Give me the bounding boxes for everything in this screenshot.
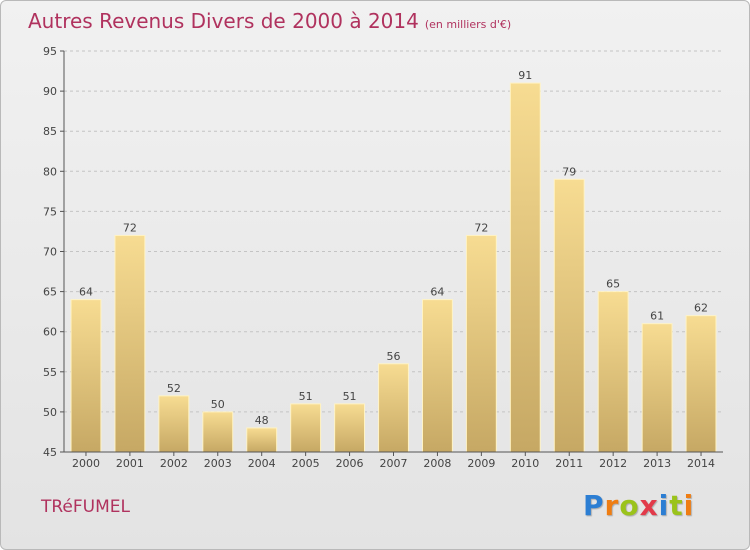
data-label: 51	[299, 390, 313, 403]
bar	[114, 234, 146, 453]
bar	[202, 411, 234, 453]
data-label: 50	[211, 398, 225, 411]
proxiti-logo[interactable]: Proxiti	[583, 489, 694, 522]
logo-letter: x	[639, 489, 659, 522]
x-tick-label: 2012	[599, 457, 627, 470]
bar-layer	[70, 82, 717, 453]
x-tick-label: 2000	[72, 457, 100, 470]
x-tick-label: 2007	[380, 457, 408, 470]
data-label: 72	[474, 221, 488, 234]
bar	[553, 178, 585, 453]
data-label: 65	[606, 278, 620, 291]
x-tick-label: 2003	[204, 457, 232, 470]
data-label: 52	[167, 382, 181, 395]
y-tick-label: 70	[43, 246, 57, 259]
logo-letter: r	[604, 489, 620, 522]
logo-letter: i	[658, 489, 670, 522]
logo-letter: t	[669, 489, 684, 522]
x-tick-label: 2014	[687, 457, 715, 470]
data-label: 79	[562, 165, 576, 178]
bar	[290, 403, 322, 453]
data-label: 64	[79, 286, 93, 299]
y-tick-label: 85	[43, 125, 57, 138]
data-label: 62	[694, 302, 708, 315]
bar	[641, 323, 673, 453]
bar	[465, 234, 497, 453]
data-label: 61	[650, 310, 664, 323]
x-tick-label: 2010	[511, 457, 539, 470]
bar	[421, 299, 453, 453]
bar	[597, 291, 629, 453]
data-label: 48	[255, 414, 269, 427]
axis-layer: 45 50 55 60 65 70 75 80 85 90 95 64 2000 72 2001 52 2002…	[43, 45, 723, 470]
commune-name: TRéFUMEL	[41, 497, 130, 517]
data-label: 51	[343, 390, 357, 403]
y-tick-label: 90	[43, 85, 57, 98]
x-tick-label: 2001	[116, 457, 144, 470]
x-tick-label: 2008	[423, 457, 451, 470]
bar	[509, 82, 541, 453]
bar	[70, 299, 102, 453]
x-tick-label: 2004	[248, 457, 276, 470]
chart-title-text: Autres Revenus Divers de 2000 à 2014	[28, 9, 419, 33]
bar	[378, 363, 409, 453]
bar	[334, 403, 366, 453]
data-label: 56	[387, 350, 401, 363]
chart-unit: (en milliers d'€)	[424, 18, 512, 31]
bar	[685, 315, 717, 453]
x-tick-label: 2009	[467, 457, 495, 470]
x-tick-label: 2005	[292, 457, 320, 470]
logo-letter: o	[619, 489, 640, 522]
x-tick-label: 2002	[160, 457, 188, 470]
x-tick-label: 2013	[643, 457, 671, 470]
data-label: 91	[518, 69, 532, 82]
y-tick-label: 95	[43, 45, 57, 58]
chart-title: Autres Revenus Divers de 2000 à 2014 (en …	[28, 9, 511, 33]
bar	[158, 395, 190, 453]
bar	[246, 427, 278, 453]
x-tick-label: 2011	[555, 457, 583, 470]
y-tick-label: 80	[43, 165, 57, 178]
y-tick-label: 45	[43, 446, 57, 459]
y-tick-label: 50	[43, 406, 57, 419]
data-label: 64	[430, 286, 444, 299]
y-tick-label: 60	[43, 326, 57, 339]
y-tick-label: 65	[43, 286, 57, 299]
x-tick-label: 2006	[336, 457, 364, 470]
logo-letter: P	[583, 489, 605, 522]
data-label: 72	[123, 221, 137, 234]
logo-letter: i	[683, 489, 695, 522]
y-tick-label: 75	[43, 205, 57, 218]
y-tick-label: 55	[43, 366, 57, 379]
